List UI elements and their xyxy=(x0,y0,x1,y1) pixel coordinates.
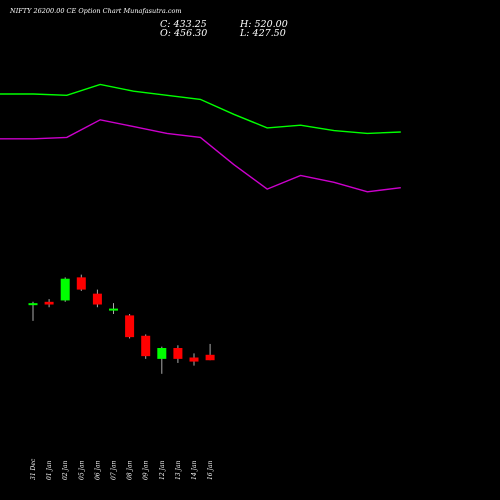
low-readout: L: 427.50 xyxy=(240,28,286,39)
candle-body-down xyxy=(44,301,54,305)
x-tick-label: 06 Jan xyxy=(94,460,101,480)
x-tick-label: 14 Jan xyxy=(191,460,198,480)
candle-07-jan xyxy=(109,303,118,315)
moving-average-layer xyxy=(0,83,401,193)
x-tick-label: 13 Jan xyxy=(175,460,182,480)
candle-body-down xyxy=(125,315,135,338)
x-tick-label: 02 Jan xyxy=(62,460,69,480)
x-tick-label: 12 Jan xyxy=(159,460,166,480)
candle-06-jan xyxy=(92,289,102,308)
candle-05-jan xyxy=(76,274,86,291)
candle-body-down xyxy=(189,357,199,362)
candle-16-jan xyxy=(205,343,215,361)
close-readout: C: 433.25 xyxy=(160,19,207,30)
x-tick-label: 09 Jan xyxy=(143,460,150,480)
candle-body-down xyxy=(205,354,215,361)
x-tick-label: 07 Jan xyxy=(111,460,118,480)
chart-title: NIFTY 26200.00 CE Option Chart Munafasut… xyxy=(10,7,182,15)
candle-body-up xyxy=(157,348,167,359)
candle-body-up xyxy=(28,303,38,306)
candle-01-jan xyxy=(44,299,54,308)
candle-body-down xyxy=(173,348,183,359)
candle-body-up xyxy=(60,278,70,301)
candle-02-jan xyxy=(60,277,70,302)
x-tick-label: 08 Jan xyxy=(127,460,134,480)
candle-13-jan xyxy=(173,345,183,363)
x-tick-label: 31 Dec xyxy=(30,458,37,480)
moving-average-green-line xyxy=(0,83,401,135)
open-readout: O: 456.30 xyxy=(160,28,208,39)
x-tick-label: 16 Jan xyxy=(207,460,214,480)
candle-12-jan xyxy=(157,346,167,374)
candle-14-jan xyxy=(189,353,199,366)
candle-body-up xyxy=(109,308,118,311)
candle-08-jan xyxy=(125,314,135,339)
moving-average-magenta-line xyxy=(0,119,401,193)
x-tick-label: 01 Jan xyxy=(46,460,53,480)
high-readout: H: 520.00 xyxy=(240,19,288,30)
candle-09-jan xyxy=(141,334,151,359)
candle-body-down xyxy=(92,293,102,305)
x-tick-label: 05 Jan xyxy=(78,460,85,480)
candle-body-down xyxy=(141,335,151,357)
x-axis-labels: 31 Dec 01 Jan 02 Jan 05 Jan 06 Jan 07 Jan 08 J… xyxy=(30,458,214,480)
candle-body-down xyxy=(76,277,86,290)
candle-31-dec xyxy=(28,301,38,321)
candles-layer xyxy=(28,274,215,374)
